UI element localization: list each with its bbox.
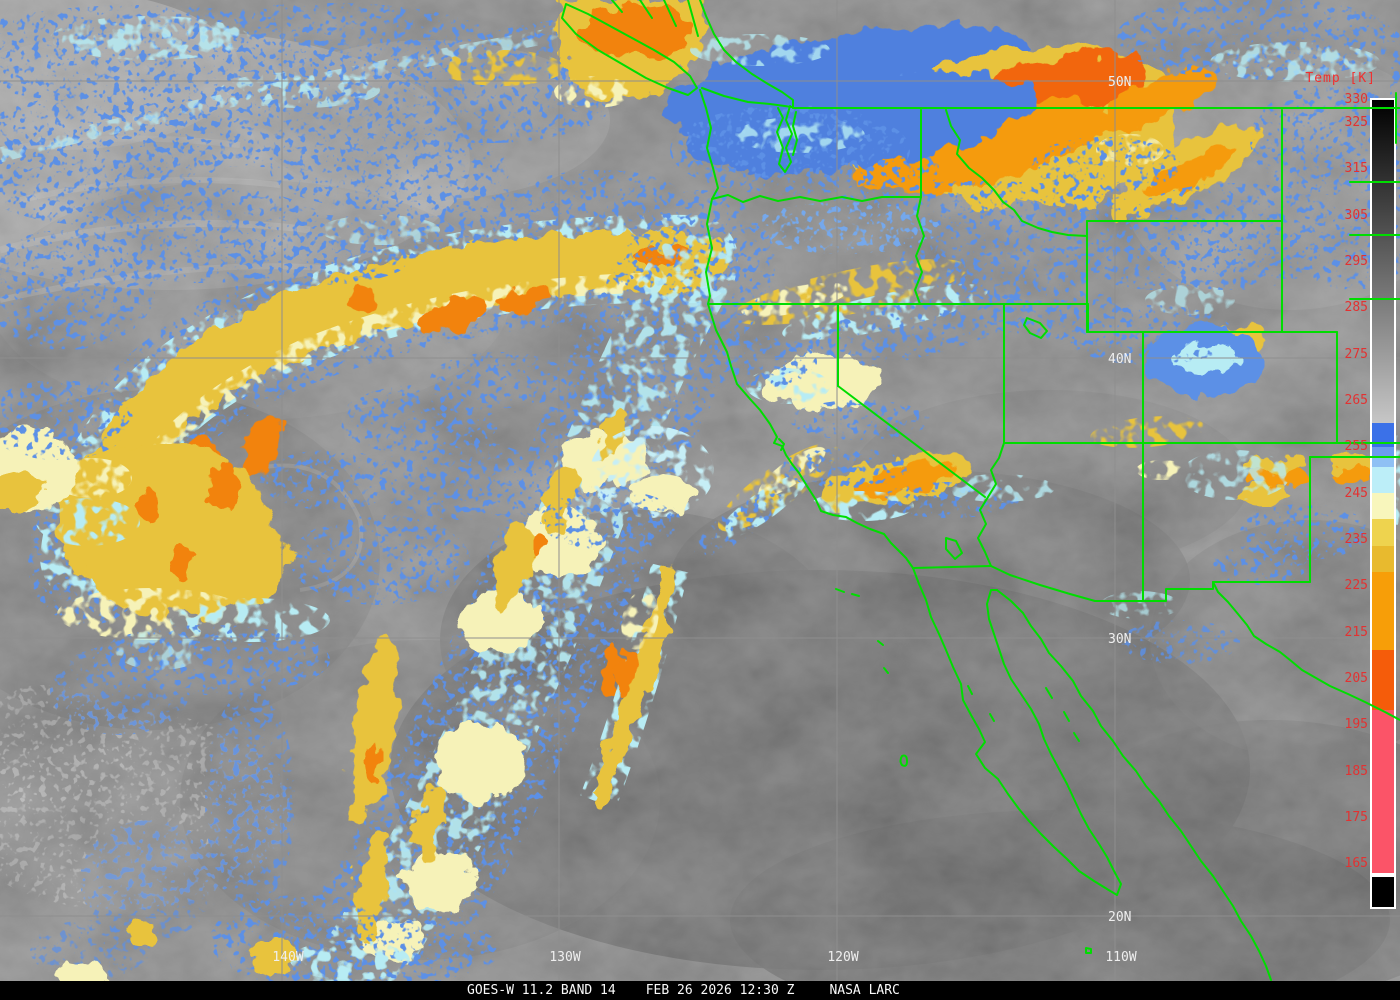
caption-text: GOES-W 11.2 BAND 14 FEB 26 2026 12:30 Z … xyxy=(467,981,1400,1000)
latitude-label-40n: 40N xyxy=(1108,352,1131,367)
latitude-label-20n: 20N xyxy=(1108,910,1131,925)
caption-product: GOES-W 11.2 BAND 14 xyxy=(467,983,616,998)
longitude-label-110w: 110W xyxy=(1105,950,1136,965)
longitude-label-130w: 130W xyxy=(549,950,580,965)
temperature-colorbar xyxy=(1370,98,1396,909)
longitude-label-120w: 120W xyxy=(827,950,858,965)
satellite-product-window: 50N 40N 30N 20N 140W 130W 120W 110W xyxy=(0,0,1400,1000)
latitude-label-50n: 50N xyxy=(1108,75,1131,90)
caption-bar: GOES-W 11.2 BAND 14 FEB 26 2026 12:30 Z … xyxy=(0,981,1400,1000)
caption-credit: NASA LARC xyxy=(829,983,899,998)
caption-datetime: FEB 26 2026 12:30 Z xyxy=(646,983,795,998)
latitude-label-30n: 30N xyxy=(1108,632,1131,647)
temperature-colorbar-gradient xyxy=(1372,100,1394,907)
longitude-label-140w: 140W xyxy=(272,950,303,965)
satellite-image: 50N 40N 30N 20N 140W 130W 120W 110W xyxy=(0,0,1400,1000)
